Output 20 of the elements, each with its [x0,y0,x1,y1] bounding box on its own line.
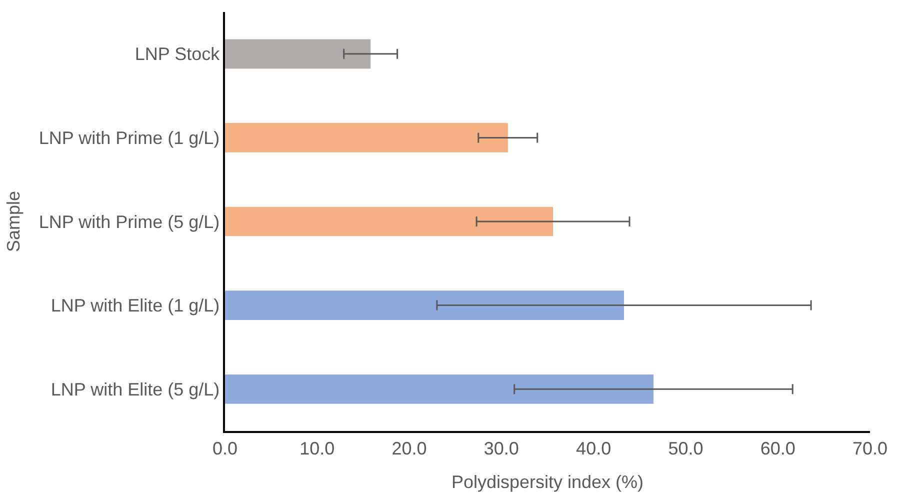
y-tick-label: LNP with Elite (1 g/L) [50,296,220,316]
x-tick-label: 20.0 [392,438,427,458]
x-tick-label: 50.0 [668,438,704,458]
x-tick-label: 10.0 [300,438,335,458]
x-tick-label: 0.0 [212,438,238,458]
bar [225,290,624,320]
y-tick-label: LNP Stock [134,44,221,64]
x-tick-label: 40.0 [576,438,612,458]
x-tick-label: 30.0 [484,438,519,458]
bar [225,39,371,69]
y-tick-label: LNP with Prime (1 g/L) [38,128,220,148]
bar [225,206,554,236]
y-tick-label: LNP with Prime (5 g/L) [38,212,220,232]
y-axis-title: Sample [4,190,24,252]
y-tick-label: LNP with Elite (5 g/L) [50,379,220,400]
bar [225,123,508,152]
x-tick-label: 60.0 [760,438,796,458]
bar [225,374,654,404]
x-tick-label: 70.0 [852,438,888,458]
x-axis-title: Polydispersity index (%) [451,472,644,492]
